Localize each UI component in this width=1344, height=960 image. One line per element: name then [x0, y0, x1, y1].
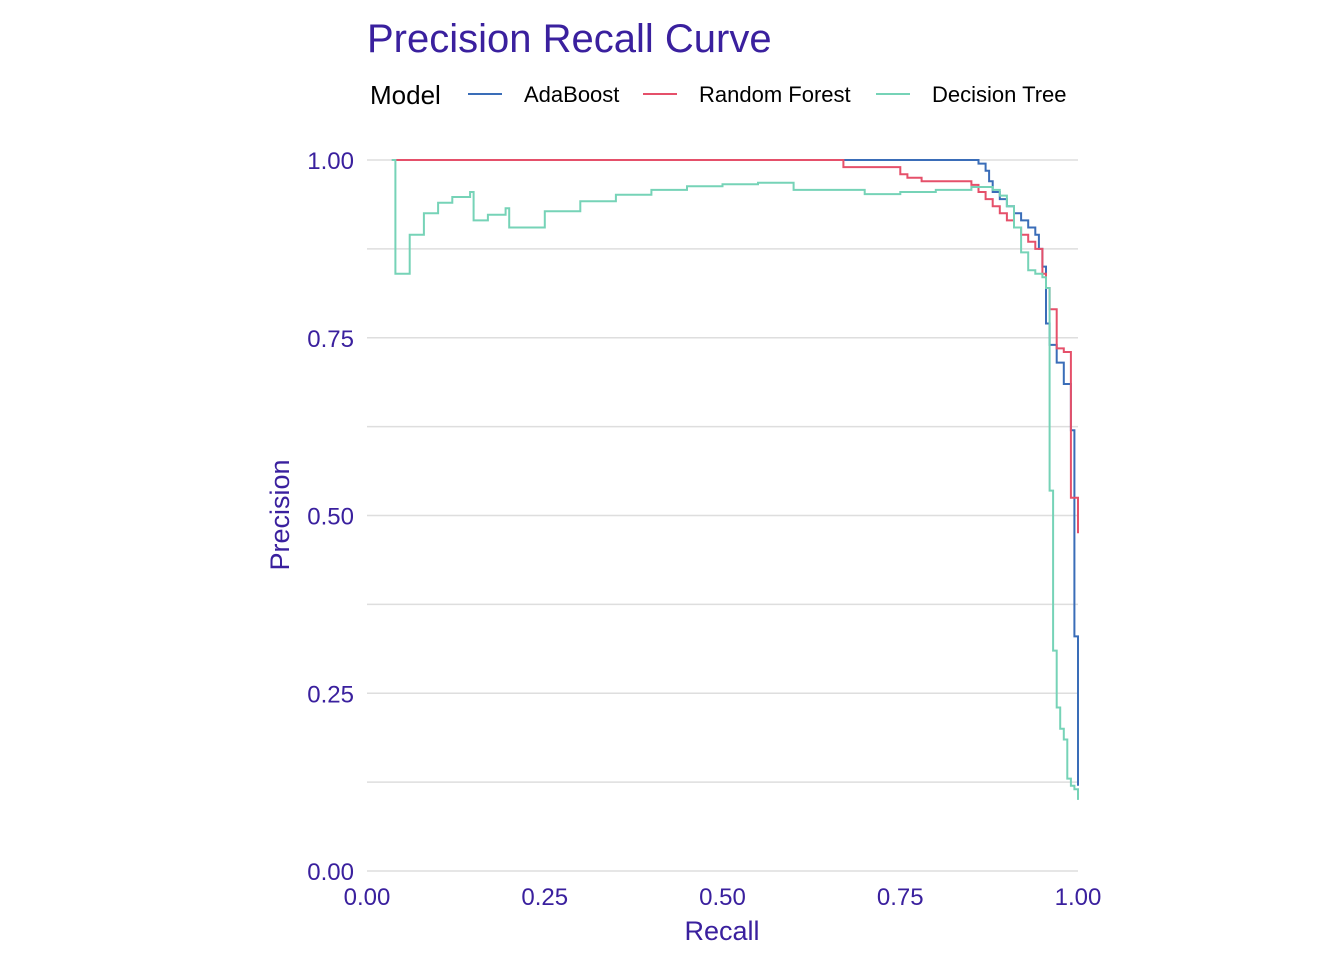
- legend-label: Random Forest: [699, 82, 851, 107]
- y-tick-label: 0.50: [307, 504, 354, 531]
- y-axis-ticks: 0.00 0.25 0.50 0.75 1.00: [307, 148, 354, 886]
- chart-title: Precision Recall Curve: [367, 17, 772, 61]
- y-tick-label: 1.00: [307, 148, 354, 175]
- series-line-random-forest: [391, 159, 1079, 534]
- legend-item: Random Forest: [643, 82, 851, 107]
- y-tick-label: 0.75: [307, 326, 354, 353]
- series-line-decision-tree: [391, 159, 1079, 800]
- x-axis-ticks: 0.00 0.25 0.50 0.75 1.00: [344, 884, 1102, 911]
- legend-label: AdaBoost: [524, 82, 619, 107]
- legend: Model AdaBoost Random Forest Decision Tree: [370, 80, 1067, 110]
- x-tick-label: 1.00: [1055, 884, 1102, 911]
- gridlines: [367, 159, 1078, 872]
- x-tick-label: 0.00: [344, 884, 391, 911]
- legend-label: Decision Tree: [932, 82, 1067, 107]
- x-tick-label: 0.75: [877, 884, 924, 911]
- y-tick-label: 0.00: [307, 859, 354, 886]
- y-tick-label: 0.25: [307, 681, 354, 708]
- plot-series: [391, 159, 1079, 800]
- x-axis-label: Recall: [684, 916, 759, 946]
- legend-item: AdaBoost: [468, 82, 619, 107]
- y-axis-label: Precision: [265, 459, 295, 570]
- x-tick-label: 0.25: [521, 884, 568, 911]
- legend-item: Decision Tree: [876, 82, 1067, 107]
- legend-title: Model: [370, 80, 441, 110]
- series-line-adaboost: [391, 159, 1079, 786]
- x-tick-label: 0.50: [699, 884, 746, 911]
- legend-items: AdaBoost Random Forest Decision Tree: [468, 82, 1067, 107]
